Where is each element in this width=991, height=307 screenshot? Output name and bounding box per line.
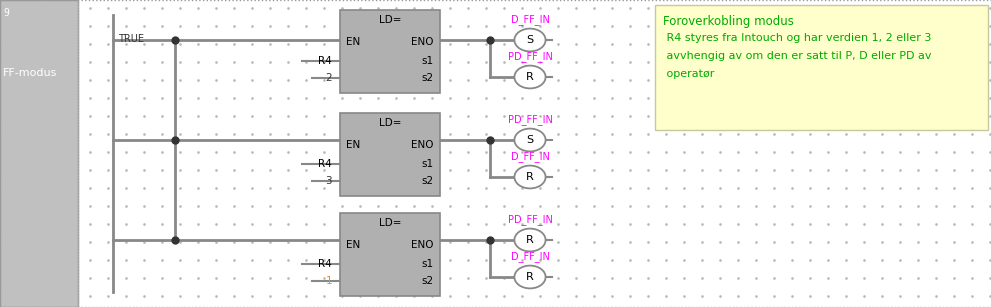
Text: s2: s2 (422, 276, 434, 286)
Text: R4 styres fra Intouch og har verdien 1, 2 eller 3: R4 styres fra Intouch og har verdien 1, … (663, 33, 932, 43)
Text: 1: 1 (325, 276, 332, 286)
Text: EN: EN (346, 140, 361, 150)
Text: TRUE: TRUE (118, 34, 144, 44)
Text: LD=: LD= (379, 218, 401, 228)
Text: s1: s1 (422, 56, 434, 66)
Text: S: S (526, 135, 533, 145)
Text: D_FF_IN: D_FF_IN (510, 14, 549, 25)
Text: LD=: LD= (379, 15, 401, 25)
Text: PD_FF_IN: PD_FF_IN (507, 114, 552, 125)
Text: D_FF_IN: D_FF_IN (510, 151, 549, 162)
Text: 2: 2 (325, 73, 332, 83)
Text: FF-modus: FF-modus (3, 68, 57, 78)
Text: s1: s1 (422, 159, 434, 169)
Text: EN: EN (346, 239, 361, 250)
Text: s2: s2 (422, 73, 434, 83)
Text: 9: 9 (3, 8, 9, 18)
Ellipse shape (514, 165, 546, 188)
Text: R4: R4 (318, 56, 332, 66)
Text: R: R (526, 72, 534, 82)
Text: ENO: ENO (411, 37, 434, 47)
Text: s1: s1 (422, 259, 434, 270)
Ellipse shape (514, 229, 546, 251)
Ellipse shape (514, 129, 546, 151)
Bar (655, 5, 988, 130)
Ellipse shape (514, 66, 546, 88)
Bar (340, 213, 440, 296)
Text: operatør: operatør (663, 69, 715, 79)
Text: LD=: LD= (379, 118, 401, 128)
Ellipse shape (514, 266, 546, 288)
Text: Foroverkobling modus: Foroverkobling modus (663, 15, 794, 28)
Text: R4: R4 (318, 259, 332, 270)
Text: S: S (526, 35, 533, 45)
Bar (340, 113, 440, 196)
Text: R4: R4 (318, 159, 332, 169)
Bar (0, 0, 78, 307)
Text: R: R (526, 235, 534, 245)
Text: ENO: ENO (411, 140, 434, 150)
Text: s2: s2 (422, 176, 434, 186)
Text: EN: EN (346, 37, 361, 47)
Text: D_FF_IN: D_FF_IN (510, 251, 549, 262)
Text: PD_FF_IN: PD_FF_IN (507, 214, 552, 225)
Text: PD_FF_IN: PD_FF_IN (507, 51, 552, 62)
Bar (340, 10, 440, 93)
Text: R: R (526, 272, 534, 282)
Text: avvhengig av om den er satt til P, D eller PD av: avvhengig av om den er satt til P, D ell… (663, 51, 932, 61)
Text: R: R (526, 172, 534, 182)
Text: 3: 3 (325, 176, 332, 186)
Ellipse shape (514, 29, 546, 51)
Text: ENO: ENO (411, 239, 434, 250)
